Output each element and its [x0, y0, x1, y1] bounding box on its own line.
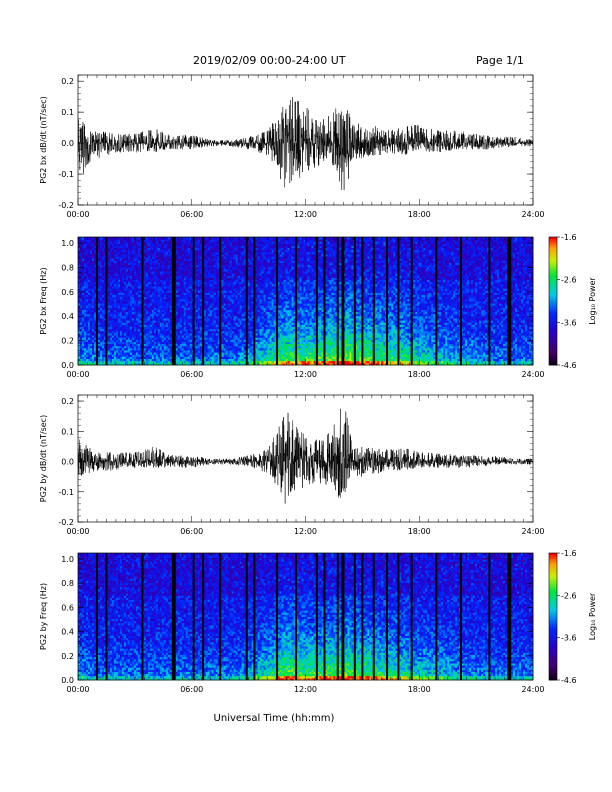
x-tick-label: 12:00 — [294, 210, 317, 219]
chart-panel-1: -0.2 -0.1 0.0 0.1 0.2 00:00 06:00 12:00 18:00 24:… — [39, 75, 545, 219]
series-line — [78, 97, 533, 190]
y-tick-label: -0.2 — [58, 201, 74, 210]
chart-canvas: -0.2 -0.1 0.0 0.1 0.2 00:00 06:00 12:00 18:00 24:… — [0, 0, 612, 792]
x-tick-label: 18:00 — [408, 210, 431, 219]
x-tick-label: 06:00 — [180, 210, 203, 219]
y-tick-label: 0.2 — [61, 77, 74, 86]
y-tick-label: -0.1 — [58, 170, 74, 179]
y-axis-label: PG2 bx dB/dt (nT/sec) — [39, 96, 48, 183]
x-tick-label: 00:00 — [66, 210, 89, 219]
y-tick-label: 0.0 — [61, 139, 74, 148]
spectrogram-cells — [78, 237, 533, 365]
y-tick-label: 0.1 — [61, 108, 74, 117]
x-tick-label: 24:00 — [521, 210, 544, 219]
